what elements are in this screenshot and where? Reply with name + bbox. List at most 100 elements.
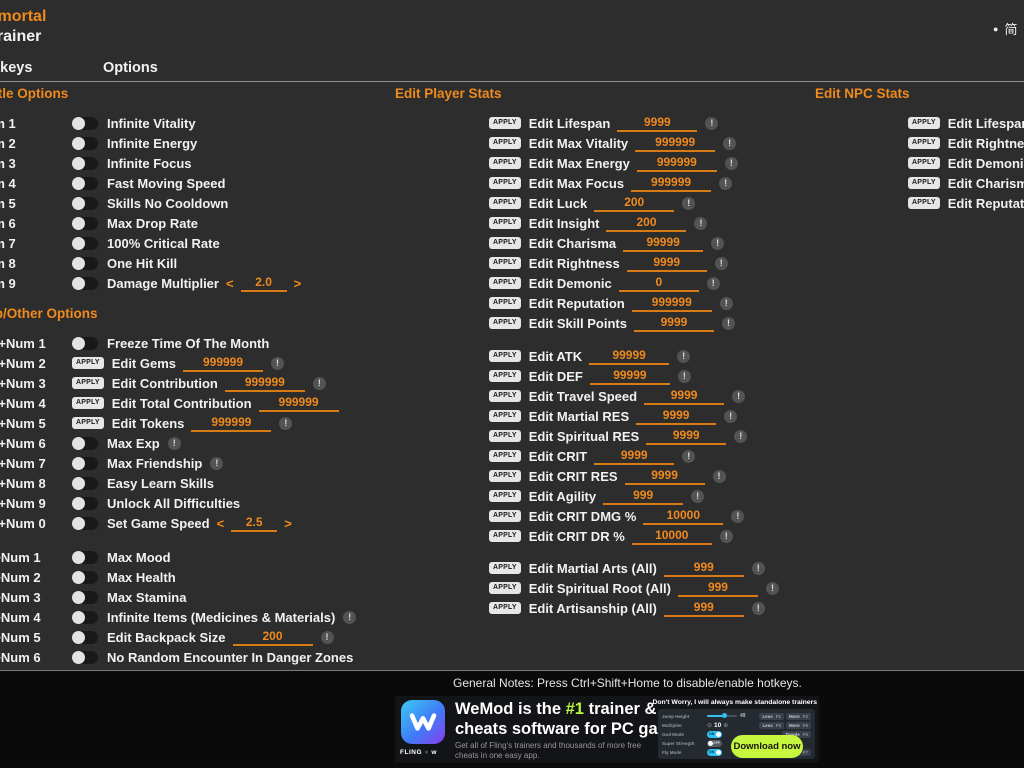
- apply-button[interactable]: APPLY: [72, 397, 104, 409]
- value-field[interactable]: 200: [232, 629, 313, 646]
- menu-hotkeys[interactable]: Hotkeys: [0, 60, 33, 76]
- decrease-arrow-icon[interactable]: <: [216, 515, 225, 531]
- language-toggle[interactable]: ● 简: [993, 19, 1017, 38]
- value-field[interactable]: 999999: [631, 295, 712, 312]
- player-stats-group1: APPLY Edit Lifespan 9999 ! APPLY Edit Ma…: [489, 113, 779, 333]
- apply-button[interactable]: APPLY: [489, 530, 521, 542]
- apply-button[interactable]: APPLY: [489, 257, 521, 269]
- apply-button[interactable]: APPLY: [489, 490, 521, 502]
- wemod-ad-banner[interactable]: FLING × w WeMod is the #1 trainer & chea…: [395, 696, 819, 763]
- apply-button[interactable]: APPLY: [908, 197, 940, 209]
- toggle-switch[interactable]: [72, 516, 98, 530]
- toggle-switch[interactable]: [72, 590, 98, 604]
- apply-button[interactable]: APPLY: [489, 197, 521, 209]
- value-field[interactable]: 9999: [636, 408, 717, 425]
- value-field[interactable]: 999: [677, 580, 758, 597]
- apply-button[interactable]: APPLY: [489, 137, 521, 149]
- value-field[interactable]: 99999: [589, 368, 670, 385]
- download-now-button[interactable]: Download now: [731, 735, 803, 758]
- apply-button[interactable]: APPLY: [489, 430, 521, 442]
- toggle-switch[interactable]: [72, 570, 98, 584]
- value-field[interactable]: 0: [618, 275, 699, 292]
- value-field[interactable]: 999999: [224, 375, 305, 392]
- value-field[interactable]: 9999: [633, 315, 714, 332]
- apply-button[interactable]: APPLY: [908, 177, 940, 189]
- apply-button[interactable]: APPLY: [489, 157, 521, 169]
- toggle-switch[interactable]: [72, 476, 98, 490]
- apply-button[interactable]: APPLY: [489, 390, 521, 402]
- apply-button[interactable]: APPLY: [489, 450, 521, 462]
- apply-button[interactable]: APPLY: [489, 602, 521, 614]
- value-field[interactable]: 9999: [617, 115, 698, 132]
- stat-row: APPLY Edit ATK 99999 !: [489, 346, 779, 366]
- toggle-switch[interactable]: [72, 256, 98, 270]
- toggle-switch[interactable]: [72, 216, 98, 230]
- toggle-switch[interactable]: [72, 610, 98, 624]
- apply-button[interactable]: APPLY: [908, 157, 940, 169]
- value-field[interactable]: 200: [606, 215, 687, 232]
- toggle-switch[interactable]: [72, 156, 98, 170]
- apply-button[interactable]: APPLY: [489, 582, 521, 594]
- apply-button[interactable]: APPLY: [489, 410, 521, 422]
- trainer-row: Num 2 APPLY Infinite Energy < > !: [0, 133, 301, 153]
- decrease-arrow-icon[interactable]: <: [225, 275, 234, 291]
- apply-button[interactable]: APPLY: [908, 137, 940, 149]
- value-field[interactable]: 200: [594, 195, 675, 212]
- value-field[interactable]: 999: [663, 600, 744, 617]
- toggle-switch[interactable]: [72, 276, 98, 290]
- toggle-switch[interactable]: [72, 456, 98, 470]
- toggle-switch[interactable]: [72, 336, 98, 350]
- toggle-switch[interactable]: [72, 236, 98, 250]
- apply-button[interactable]: APPLY: [489, 117, 521, 129]
- value-field[interactable]: 99999: [623, 235, 704, 252]
- apply-button[interactable]: APPLY: [489, 277, 521, 289]
- spinner-value[interactable]: 2.0: [240, 275, 287, 292]
- value-field[interactable]: 999999: [635, 135, 716, 152]
- value-field[interactable]: 999999: [258, 395, 339, 412]
- toggle-switch[interactable]: [72, 116, 98, 130]
- toggle-switch[interactable]: [72, 196, 98, 210]
- warning-icon: !: [167, 436, 181, 450]
- value-field[interactable]: 999: [603, 488, 684, 505]
- value-field[interactable]: 999999: [183, 355, 263, 372]
- toggle-switch[interactable]: [72, 496, 98, 510]
- stat-label: Edit Charisma: [528, 235, 617, 251]
- value-field[interactable]: 999999: [636, 155, 717, 172]
- apply-button[interactable]: APPLY: [72, 357, 104, 369]
- value-field[interactable]: 999999: [191, 415, 272, 432]
- menu-options[interactable]: Options: [103, 60, 158, 76]
- toggle-switch[interactable]: [72, 630, 98, 644]
- value-field[interactable]: 9999: [626, 255, 707, 272]
- apply-button[interactable]: APPLY: [489, 237, 521, 249]
- apply-button[interactable]: APPLY: [489, 177, 521, 189]
- value-field[interactable]: 999: [663, 560, 744, 577]
- value-field[interactable]: 10000: [631, 528, 712, 545]
- value-field[interactable]: 9999: [646, 428, 727, 445]
- value-field[interactable]: 9999: [624, 468, 705, 485]
- toggle-switch[interactable]: [72, 436, 98, 450]
- apply-button[interactable]: APPLY: [489, 470, 521, 482]
- value-field[interactable]: 9999: [594, 448, 675, 465]
- value-field[interactable]: 10000: [643, 508, 724, 525]
- spinner-value[interactable]: 2.5: [231, 515, 278, 532]
- apply-button[interactable]: APPLY: [489, 297, 521, 309]
- apply-button[interactable]: APPLY: [489, 510, 521, 522]
- apply-button[interactable]: APPLY: [489, 350, 521, 362]
- value-field[interactable]: 999999: [631, 175, 712, 192]
- apply-button[interactable]: APPLY: [908, 117, 940, 129]
- apply-button[interactable]: APPLY: [489, 317, 521, 329]
- apply-button[interactable]: APPLY: [489, 562, 521, 574]
- apply-button[interactable]: APPLY: [489, 370, 521, 382]
- value-field[interactable]: 99999: [589, 348, 670, 365]
- toggle-switch[interactable]: [72, 650, 98, 664]
- increase-arrow-icon[interactable]: >: [293, 275, 302, 291]
- value-field[interactable]: 9999: [644, 388, 725, 405]
- toggle-switch[interactable]: [72, 176, 98, 190]
- increase-arrow-icon[interactable]: >: [284, 515, 292, 531]
- hotkey-label: Num 2: [0, 135, 16, 151]
- apply-button[interactable]: APPLY: [72, 377, 104, 389]
- apply-button[interactable]: APPLY: [72, 417, 104, 429]
- toggle-switch[interactable]: [72, 550, 98, 564]
- toggle-switch[interactable]: [72, 136, 98, 150]
- apply-button[interactable]: APPLY: [489, 217, 521, 229]
